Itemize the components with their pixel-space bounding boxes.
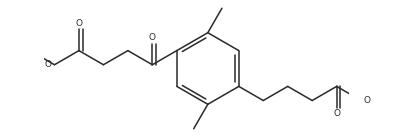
Text: O: O (45, 60, 51, 69)
Text: O: O (333, 109, 340, 118)
Text: O: O (364, 96, 371, 105)
Text: O: O (75, 19, 83, 28)
Text: O: O (149, 33, 156, 42)
